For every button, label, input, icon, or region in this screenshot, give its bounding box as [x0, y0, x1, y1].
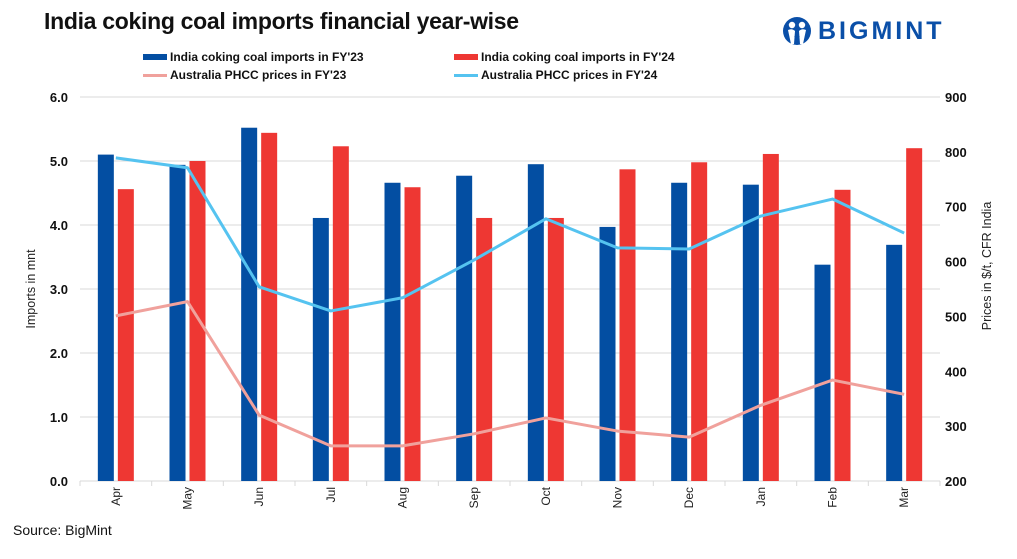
- legend-swatch-prices-fy24: [454, 73, 478, 77]
- x-axis: Apr May Jun Jul Aug Sep Oct Nov Dec Jan Feb Mar: [109, 486, 911, 509]
- x-tick-label: Mar: [897, 487, 911, 508]
- x-tick-label: Apr: [109, 487, 123, 506]
- bar-fy24-aug: [404, 187, 421, 482]
- bar-fy23-sep: [456, 175, 473, 481]
- y2-tick-label: 600: [945, 255, 967, 270]
- bigmint-logo: BIGMINT: [782, 14, 945, 48]
- bar-fy23-apr: [97, 154, 114, 481]
- legend-item-imports-fy24: India coking coal imports in FY'24: [454, 50, 675, 64]
- bar-fy23-dec: [671, 182, 688, 481]
- bar-fy24-apr: [117, 189, 134, 481]
- x-tick-label: Feb: [826, 487, 840, 508]
- bar-fy23-jan: [742, 184, 759, 481]
- legend-swatch-prices-fy23: [143, 73, 167, 77]
- y2-tick-label: 200: [945, 474, 967, 489]
- bar-fy23-oct: [527, 164, 544, 481]
- bar-fy24-jun: [261, 132, 278, 481]
- legend-item-imports-fy23: India coking coal imports in FY'23: [143, 50, 364, 64]
- x-tick-label: Jun: [252, 487, 266, 506]
- y2-axis-title: Prices in $/t, CFR India: [980, 202, 994, 331]
- x-tick-label: Nov: [611, 487, 625, 508]
- bar-fy23-jul: [312, 217, 329, 481]
- legend-item-prices-fy24: Australia PHCC prices in FY'24: [454, 68, 657, 82]
- bar-fy24-jan: [762, 153, 779, 481]
- y2-tick-label: 900: [945, 90, 967, 105]
- bar-fy24-may: [189, 161, 206, 481]
- bar-fy24-mar: [906, 148, 923, 481]
- bar-fy24-feb: [834, 189, 851, 482]
- chart-title: India coking coal imports financial year…: [44, 8, 519, 34]
- legend-item-prices-fy23: Australia PHCC prices in FY'23: [143, 68, 346, 82]
- y2-tick-label: 700: [945, 200, 967, 215]
- x-tick-label: Jan: [754, 487, 768, 506]
- x-tick-label: Oct: [539, 486, 553, 505]
- y2-tick-label: 400: [945, 364, 967, 379]
- legend-swatch-imports-fy23: [143, 54, 167, 60]
- legend-swatch-imports-fy24: [454, 54, 478, 60]
- y-tick-label: 1.0: [50, 410, 68, 425]
- bar-fy23-nov: [599, 226, 616, 481]
- source-note: Source: BigMint: [13, 522, 112, 538]
- x-tick-label: Dec: [682, 487, 696, 508]
- logo-text: BIGMINT: [818, 16, 945, 45]
- legend-label: Australia PHCC prices in FY'24: [481, 68, 658, 82]
- bar-fy24-nov: [619, 169, 636, 481]
- bar-fy23-feb: [814, 264, 831, 481]
- y-tick-label: 0.0: [50, 474, 68, 489]
- x-tick-label: Jul: [324, 487, 338, 502]
- bar-fy23-may: [169, 164, 186, 481]
- gridlines: [79, 96, 941, 486]
- x-tick-label: May: [181, 487, 195, 510]
- bar-fy23-mar: [886, 244, 903, 481]
- y2-tick-label: 500: [945, 309, 967, 324]
- y-tick-label: 4.0: [50, 218, 68, 233]
- line-prices-fy24: [115, 156, 905, 313]
- bar-fy23-aug: [384, 182, 401, 481]
- bar-fy24-sep: [476, 217, 493, 481]
- bigmint-people-icon: [783, 17, 811, 45]
- lines: [115, 156, 905, 448]
- right-axis: 200 300 400 500 600 700 800 900: [945, 90, 967, 489]
- bars: [97, 127, 923, 482]
- legend-label: India coking coal imports in FY'24: [481, 50, 675, 64]
- y-tick-label: 6.0: [50, 90, 68, 105]
- left-axis: 0.0 1.0 2.0 3.0 4.0 5.0 6.0: [50, 90, 68, 489]
- x-tick-label: Sep: [467, 487, 481, 509]
- y-tick-label: 3.0: [50, 282, 68, 297]
- y-axis-title: Imports in mnt: [24, 249, 38, 329]
- bar-fy24-oct: [547, 217, 564, 481]
- bar-fy24-jul: [332, 146, 349, 481]
- x-tick-label: Aug: [396, 487, 410, 508]
- line-prices-fy23: [115, 300, 905, 448]
- bar-fy23-jun: [241, 127, 258, 481]
- legend-label: India coking coal imports in FY'23: [170, 50, 364, 64]
- legend-label: Australia PHCC prices in FY'23: [170, 68, 347, 82]
- y2-tick-label: 800: [945, 145, 967, 160]
- y2-tick-label: 300: [945, 419, 967, 434]
- y-tick-label: 5.0: [50, 154, 68, 169]
- y-tick-label: 2.0: [50, 346, 68, 361]
